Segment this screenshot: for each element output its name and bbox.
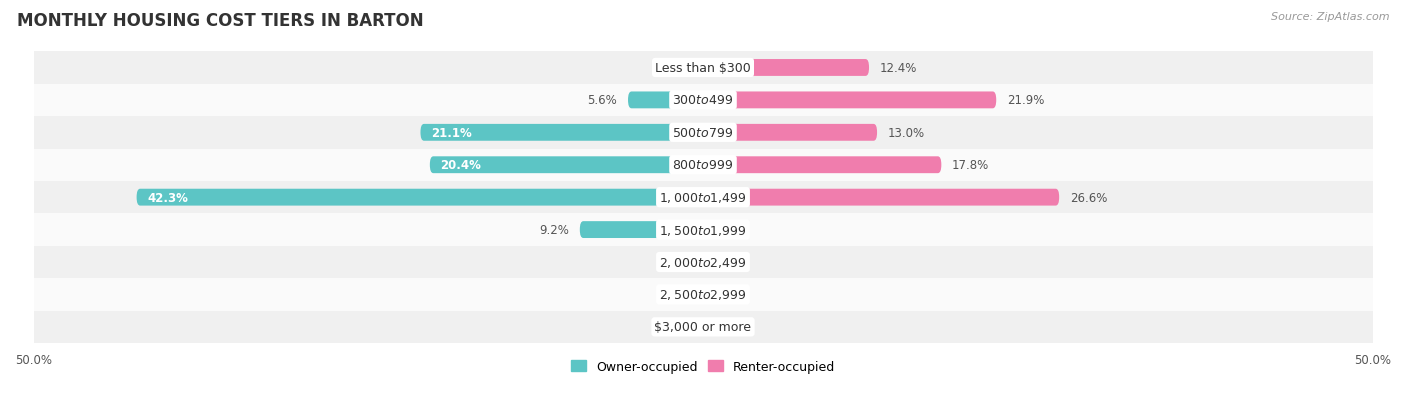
- Text: 21.1%: 21.1%: [432, 126, 472, 140]
- FancyBboxPatch shape: [703, 125, 877, 141]
- Bar: [34, 246, 1372, 278]
- Text: $800 to $999: $800 to $999: [672, 159, 734, 172]
- Text: 0.7%: 0.7%: [654, 320, 683, 334]
- Text: $1,500 to $1,999: $1,500 to $1,999: [659, 223, 747, 237]
- Text: Source: ZipAtlas.com: Source: ZipAtlas.com: [1271, 12, 1389, 22]
- Text: $1,000 to $1,499: $1,000 to $1,499: [659, 191, 747, 205]
- Bar: [34, 214, 1372, 246]
- Text: $2,000 to $2,499: $2,000 to $2,499: [659, 255, 747, 269]
- Text: 0.0%: 0.0%: [662, 288, 692, 301]
- FancyBboxPatch shape: [703, 60, 869, 77]
- FancyBboxPatch shape: [703, 189, 1059, 206]
- Text: MONTHLY HOUSING COST TIERS IN BARTON: MONTHLY HOUSING COST TIERS IN BARTON: [17, 12, 423, 30]
- Text: 0.7%: 0.7%: [654, 62, 683, 75]
- Text: 42.3%: 42.3%: [148, 191, 188, 204]
- Text: 21.9%: 21.9%: [1007, 94, 1045, 107]
- FancyBboxPatch shape: [703, 157, 942, 174]
- Bar: [34, 52, 1372, 85]
- Text: 17.8%: 17.8%: [952, 159, 990, 172]
- FancyBboxPatch shape: [693, 60, 703, 77]
- Bar: [34, 278, 1372, 311]
- Text: 0.0%: 0.0%: [714, 223, 744, 237]
- Text: $500 to $799: $500 to $799: [672, 126, 734, 140]
- FancyBboxPatch shape: [430, 157, 703, 174]
- Text: 9.2%: 9.2%: [540, 223, 569, 237]
- Text: $2,500 to $2,999: $2,500 to $2,999: [659, 288, 747, 302]
- Text: 0.0%: 0.0%: [714, 320, 744, 334]
- Text: 20.4%: 20.4%: [440, 159, 481, 172]
- Legend: Owner-occupied, Renter-occupied: Owner-occupied, Renter-occupied: [567, 355, 839, 378]
- Text: 0.0%: 0.0%: [714, 288, 744, 301]
- Text: 13.0%: 13.0%: [887, 126, 925, 140]
- Text: $300 to $499: $300 to $499: [672, 94, 734, 107]
- Text: $3,000 or more: $3,000 or more: [655, 320, 751, 334]
- Bar: [34, 311, 1372, 343]
- FancyBboxPatch shape: [693, 319, 703, 335]
- Text: 26.6%: 26.6%: [1070, 191, 1108, 204]
- Bar: [34, 117, 1372, 149]
- Text: 0.0%: 0.0%: [714, 256, 744, 269]
- FancyBboxPatch shape: [628, 92, 703, 109]
- Text: Less than $300: Less than $300: [655, 62, 751, 75]
- FancyBboxPatch shape: [703, 92, 997, 109]
- Text: 12.4%: 12.4%: [880, 62, 917, 75]
- Bar: [34, 181, 1372, 214]
- FancyBboxPatch shape: [420, 125, 703, 141]
- Bar: [34, 85, 1372, 117]
- Text: 5.6%: 5.6%: [588, 94, 617, 107]
- FancyBboxPatch shape: [579, 222, 703, 238]
- FancyBboxPatch shape: [136, 189, 703, 206]
- Bar: [34, 149, 1372, 181]
- Text: 0.0%: 0.0%: [662, 256, 692, 269]
